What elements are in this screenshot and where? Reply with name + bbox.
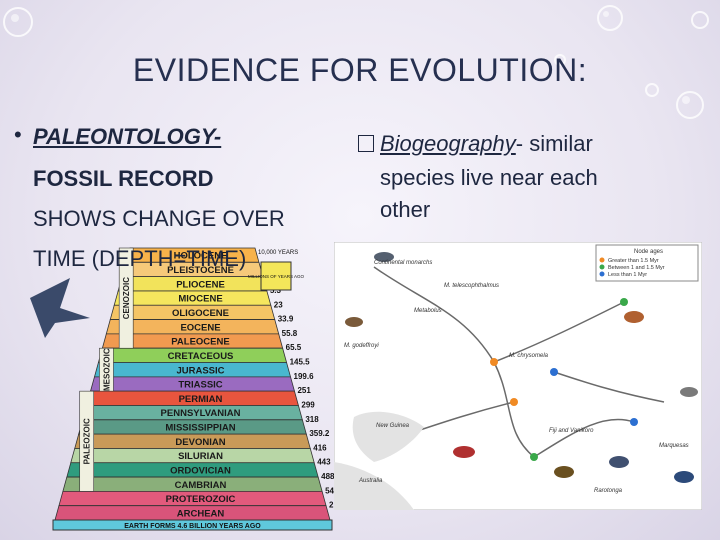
era-band bbox=[99, 347, 114, 392]
map-label: M. telescophthalmus bbox=[444, 283, 499, 289]
legend-swatch bbox=[599, 257, 605, 263]
land bbox=[334, 462, 414, 510]
text-line: FOSSIL RECORD bbox=[33, 166, 214, 191]
bullet: • bbox=[14, 122, 22, 147]
text-line: TIME (DEPTH=TIME) bbox=[33, 246, 247, 271]
birds bbox=[345, 252, 698, 483]
period-name: PERMIAN bbox=[179, 394, 223, 405]
period-name: CRETACEOUS bbox=[168, 351, 234, 362]
period-name: PENNSYLVANIAN bbox=[161, 408, 241, 419]
legend-box bbox=[595, 244, 699, 282]
period-age: 55.8 bbox=[282, 329, 298, 338]
era-band bbox=[79, 390, 95, 492]
period-age: 359.2 bbox=[309, 429, 330, 438]
period-name: ARCHEAN bbox=[177, 508, 225, 519]
figure-bg bbox=[334, 242, 702, 510]
period-name: ORDOVICIAN bbox=[170, 465, 231, 476]
period-age: 542 bbox=[325, 486, 339, 495]
note: 10,000 YEARS bbox=[258, 250, 298, 256]
map-label: Rarotonga bbox=[594, 488, 623, 494]
text: - similar bbox=[515, 131, 593, 156]
heading: PALEONTOLOGY- bbox=[33, 124, 222, 149]
text-line: other bbox=[380, 197, 431, 222]
map-label: M. godeffroyi bbox=[344, 343, 379, 349]
period-name: PROTEROZOIC bbox=[166, 494, 236, 505]
legend-swatch bbox=[599, 271, 605, 277]
legend-title: Node ages bbox=[634, 249, 663, 255]
pterosaur bbox=[30, 278, 90, 338]
period-age: 299 bbox=[301, 400, 315, 409]
map-label: New Guinea bbox=[376, 423, 410, 429]
period-name: EOCENE bbox=[180, 322, 220, 333]
map-label: M. chrysomela bbox=[509, 353, 549, 359]
period-name: TRIASSIC bbox=[178, 380, 222, 391]
period-age: 65.5 bbox=[286, 343, 302, 352]
text-line: SHOWS CHANGE OVER bbox=[33, 206, 285, 231]
period-name: PLIOCENE bbox=[176, 279, 225, 290]
era-band bbox=[118, 247, 134, 349]
period-name: MISSISSIPPIAN bbox=[165, 423, 235, 434]
period-age: 318 bbox=[305, 415, 319, 424]
tree-lines bbox=[373, 266, 665, 458]
period-age: 145.5 bbox=[290, 358, 311, 367]
land bbox=[352, 411, 424, 462]
period-age: 251 bbox=[297, 386, 311, 395]
period-name: PLEISTOCENE bbox=[167, 265, 234, 276]
legend-swatch bbox=[599, 264, 605, 270]
note: MILLIONS OF YEARS AGO bbox=[248, 274, 304, 279]
period-age: 488.3 bbox=[321, 472, 340, 481]
bullet-box bbox=[358, 135, 374, 152]
legend-label: Less than 1 Myr bbox=[608, 272, 647, 278]
map-label: Metabolus bbox=[414, 308, 442, 314]
era-name: PALEOZOIC bbox=[83, 418, 92, 464]
period-name: PALEOCENE bbox=[171, 337, 229, 348]
text-line: species live near each bbox=[380, 165, 598, 190]
map-label: Continental monarchs bbox=[374, 260, 432, 266]
footer-bg bbox=[52, 519, 333, 531]
period-name: JURASSIC bbox=[176, 365, 224, 376]
period-age: 33.9 bbox=[278, 315, 294, 324]
era-name: CENOZOIC bbox=[122, 277, 131, 319]
period-age: 416 bbox=[313, 443, 327, 452]
period-name: CAMBRIAN bbox=[175, 480, 227, 491]
period-age: 199.6 bbox=[294, 372, 315, 381]
map-label: Australia bbox=[358, 478, 383, 484]
legend-label: Greater than 1.5 Myr bbox=[608, 258, 659, 264]
footer: EARTH FORMS 4.6 BILLION YEARS AGO bbox=[124, 523, 261, 530]
note-box bbox=[260, 261, 292, 291]
text-line: Biogeography- similar bbox=[380, 131, 593, 157]
era-name: MESOZOIC bbox=[102, 348, 111, 391]
slide-title: EVIDENCE FOR EVOLUTION: bbox=[132, 52, 588, 88]
period-name: HOLOCENE bbox=[174, 251, 228, 262]
map-label: Marquesas bbox=[659, 443, 689, 449]
map-label: Fiji and Vanikoro bbox=[549, 428, 594, 434]
period-age: 23 bbox=[274, 300, 283, 309]
nodes bbox=[490, 298, 638, 461]
geologic-column: HOLOCENEPLEISTOCENE1.8PLIOCENE5.3MIOCENE… bbox=[30, 247, 340, 531]
period-name: OLIGOCENE bbox=[172, 308, 229, 319]
period-name: SILURIAN bbox=[178, 451, 223, 462]
period-name: MIOCENE bbox=[178, 294, 222, 305]
period-name: DEVONIAN bbox=[175, 437, 225, 448]
period-age: 443 bbox=[317, 458, 331, 467]
term: Biogeography bbox=[380, 131, 516, 156]
legend-label: Between 1 and 1.5 Myr bbox=[608, 265, 665, 271]
